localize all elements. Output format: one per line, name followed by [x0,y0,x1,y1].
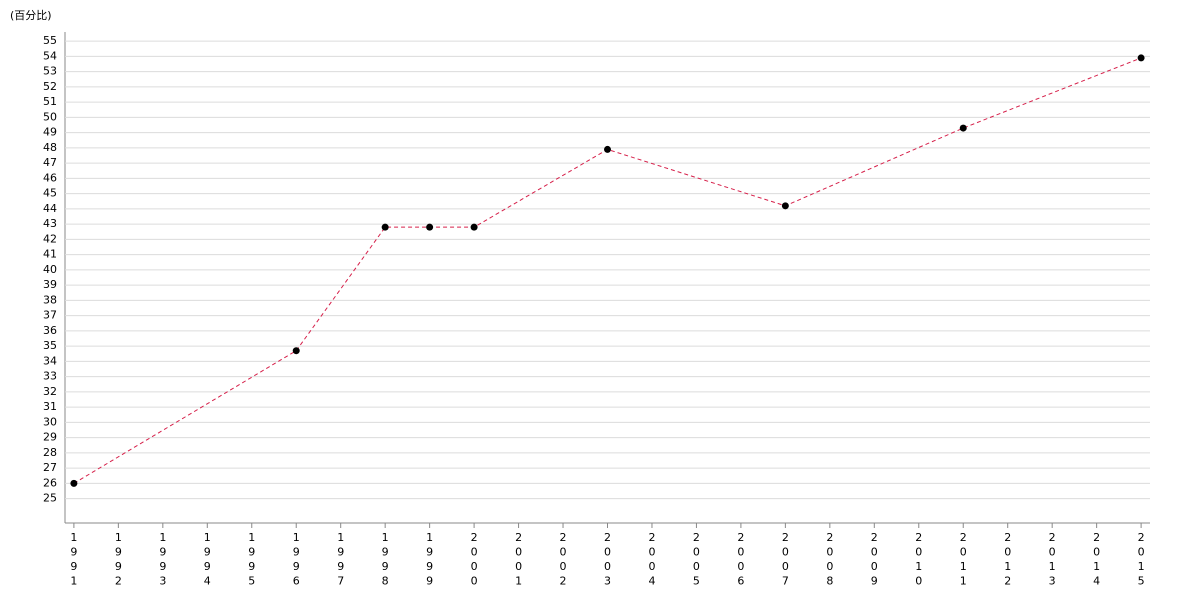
y-tick-label: 27 [43,461,57,474]
y-tick-label: 46 [43,171,57,184]
y-tick-label: 37 [43,309,57,322]
y-tick-label: 49 [43,126,57,139]
data-point [1137,54,1145,62]
data-point [470,223,478,231]
y-tick-label: 42 [43,232,57,245]
y-tick-label: 41 [43,248,57,261]
y-tick-label: 40 [43,263,57,276]
y-tick-label: 25 [43,492,57,505]
y-tick-label: 53 [43,65,57,78]
y-tick-label: 47 [43,156,57,169]
y-tick-label: 44 [43,202,57,215]
y-tick-label: 34 [43,354,57,367]
y-axis-label: (百分比) [10,9,52,22]
y-tick-label: 28 [43,446,57,459]
y-tick-label: 51 [43,95,57,108]
y-tick-label: 26 [43,476,57,489]
y-tick-label: 55 [43,34,57,47]
y-tick-label: 54 [43,49,57,62]
data-point [781,202,789,210]
y-tick-label: 29 [43,431,57,444]
data-point [959,124,967,132]
y-tick-label: 45 [43,187,57,200]
data-point [381,223,389,231]
data-point [292,347,300,355]
y-tick-label: 39 [43,278,57,291]
data-point [70,479,78,487]
y-tick-label: 33 [43,370,57,383]
y-tick-label: 48 [43,141,57,154]
y-tick-label: 31 [43,400,57,413]
y-tick-label: 50 [43,110,57,123]
y-tick-label: 32 [43,385,57,398]
y-tick-label: 30 [43,415,57,428]
y-tick-label: 36 [43,324,57,337]
data-point [426,223,434,231]
data-line [73,57,1142,484]
y-tick-label: 43 [43,217,57,230]
y-tick-label: 52 [43,80,57,93]
data-point [604,145,611,153]
y-tick-label: 35 [43,339,57,352]
y-tick-label: 38 [43,293,57,306]
